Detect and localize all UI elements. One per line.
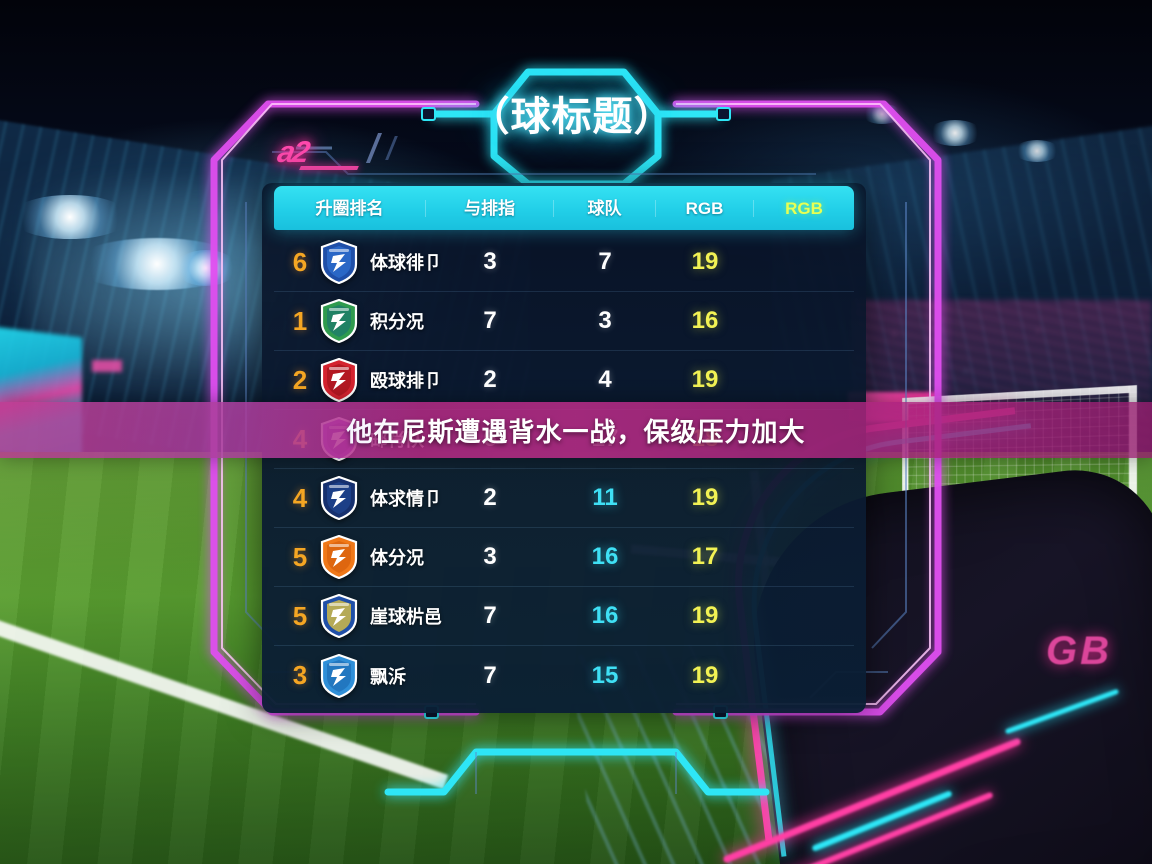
news-banner: 他在尼斯遭遇背水一战，保级压力加大 (0, 402, 1152, 458)
value-rgb-1: 19 (691, 484, 719, 511)
value-rgb-1: 19 (691, 602, 719, 629)
floodlight-icon (1014, 140, 1060, 162)
value-team: 16 (591, 602, 619, 629)
rank-number: 1 (292, 305, 308, 336)
rank-number: 5 (292, 541, 308, 572)
table-row[interactable]: 5 体分况 3 16 17 (274, 528, 854, 587)
table-row[interactable]: 2 殴球排卩 2 4 19 (274, 351, 854, 410)
value-team: 4 (598, 366, 612, 393)
rank-cell: 2 殴球排卩 (274, 358, 442, 402)
value-rgb-1: 17 (691, 543, 719, 570)
value-rgb-1: 16 (691, 307, 719, 334)
team-name: 体求情卩 (370, 489, 442, 509)
column-header-rgb-1: RGB (656, 199, 754, 217)
table-row[interactable]: 3 飘泝 7 15 19 (274, 646, 854, 705)
value-rgb-1: 19 (691, 366, 719, 393)
value-change: 7 (483, 661, 497, 689)
rank-cell: 1 积分况 (274, 299, 426, 343)
team-crest-icon (320, 535, 358, 579)
jumbotron-accent (92, 360, 122, 372)
news-banner-headline: 他在尼斯遭遇背水一战，保级压力加大 (346, 416, 806, 447)
page-title: （球标题） (469, 95, 675, 139)
team-name: 积分况 (370, 312, 424, 332)
team-name: 飘泝 (370, 666, 406, 687)
value-rgb-1: 19 (691, 661, 719, 689)
table-header-row: 升圈排名 与排指 球队 RGB RGB (274, 186, 854, 230)
rank-number: 5 (292, 600, 308, 631)
standings-table-body: 6体球徘卩37191积分况73162殴球排卩24194邮肖队617184体求情卩… (274, 233, 854, 705)
rank-number: 2 (292, 364, 308, 395)
rank-number: 3 (292, 660, 308, 690)
table-row[interactable]: 1 积分况 7 3 16 (274, 292, 854, 351)
rank-cell: 6 体球徘卩 (274, 240, 442, 284)
team-crest-icon (320, 476, 358, 520)
chair-brand-logo: GB (1046, 629, 1112, 673)
value-team: 7 (598, 248, 612, 275)
rank-cell: 4 体求情卩 (274, 476, 442, 520)
value-change: 7 (483, 307, 497, 334)
team-crest-icon (320, 240, 358, 284)
value-change: 2 (483, 484, 497, 511)
value-team: 15 (591, 661, 619, 689)
value-team: 3 (598, 307, 612, 334)
value-change: 3 (483, 543, 497, 570)
rank-cell: 5 崖球㭊邑 (274, 594, 442, 638)
rank-cell: 3 飘泝 (274, 653, 426, 698)
table-row[interactable]: 5 崖球㭊邑 7 16 19 (274, 587, 854, 646)
rank-number: 6 (292, 246, 308, 277)
team-name: 体分况 (370, 548, 424, 568)
floodlight-icon (10, 195, 130, 239)
value-change: 7 (483, 602, 497, 629)
team-crest-icon (320, 594, 358, 638)
brand-underline (299, 166, 359, 170)
column-header-change: 与排指 (426, 199, 554, 217)
team-crest-icon (320, 358, 358, 402)
team-crest-icon (320, 299, 358, 343)
scoreboard-title: （球标题） (392, 70, 752, 156)
value-change: 3 (483, 248, 497, 275)
team-crest-icon (320, 653, 358, 698)
column-header-rgb-2: RGB (785, 198, 823, 218)
team-name: 体球徘卩 (370, 253, 442, 273)
column-header-rank: 升圈排名 (274, 199, 426, 217)
value-change: 2 (483, 366, 497, 393)
rank-number: 4 (292, 482, 308, 513)
column-header-team: 球队 (554, 199, 656, 217)
value-team: 16 (591, 543, 619, 570)
floodlight-icon (175, 250, 237, 286)
table-row[interactable]: 6 体球徘卩 3 7 19 (274, 233, 854, 292)
team-name: 殴球排卩 (370, 371, 442, 391)
team-name: 崖球㭊邑 (370, 607, 442, 627)
value-team: 11 (592, 484, 618, 511)
value-rgb-1: 19 (691, 248, 719, 275)
rank-cell: 5 体分况 (274, 535, 426, 579)
floodlight-icon (928, 120, 982, 146)
table-row[interactable]: 4 体求情卩 2 11 19 (274, 469, 854, 528)
